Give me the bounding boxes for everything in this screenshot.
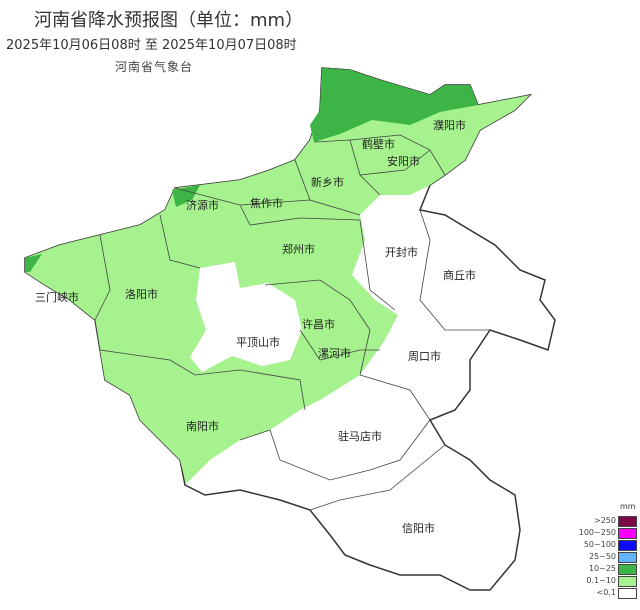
legend-label: 50~100 (583, 540, 616, 549)
legend-item: 25~50 (580, 552, 640, 563)
legend-item: 10~25 (580, 564, 640, 575)
no-rain-hole (190, 262, 302, 372)
city-label-kaifeng: 开封市 (385, 246, 418, 259)
legend-swatch (618, 528, 637, 539)
city-label-luoyang: 洛阳市 (125, 288, 158, 301)
city-label-anyang: 安阳市 (387, 155, 420, 168)
legend-swatch (618, 552, 637, 563)
legend-swatch (618, 564, 637, 575)
legend-swatch (618, 516, 637, 527)
legend-label: 10~25 (588, 564, 616, 573)
rain-area-light (25, 68, 530, 484)
city-label-jiyuan: 济源市 (186, 199, 219, 212)
city-label-xuchang: 许昌市 (302, 318, 335, 331)
rain-area-moderate (310, 68, 478, 142)
city-label-luohe: 漯河市 (318, 347, 351, 360)
rain-area-moderate (25, 254, 42, 272)
legend-label: 25~50 (588, 552, 616, 561)
legend-swatch (618, 540, 637, 551)
legend-item: 100~250 (578, 528, 640, 539)
legend-label: 100~250 (578, 528, 616, 537)
city-label-jiaozuo: 焦作市 (250, 197, 283, 210)
city-label-shangqiu: 商丘市 (443, 269, 476, 282)
legend-swatch (618, 576, 637, 587)
legend-item: <0.1 (580, 588, 640, 599)
legend-swatch (618, 588, 637, 599)
forecast-period: 2025年10月06日08时 至 2025年10月07日08时 (6, 38, 297, 53)
city-label-zhumadian: 驻马店市 (338, 430, 382, 443)
city-label-pingdingshan: 平顶山市 (236, 336, 280, 349)
city-boundaries (94, 134, 490, 511)
legend-item: 50~100 (580, 540, 640, 551)
city-label-xinxiang: 新乡市 (311, 176, 344, 189)
issuer: 河南省气象台 (115, 60, 194, 74)
legend-unit: mm (620, 502, 636, 511)
legend-label: 0.1~10 (586, 576, 616, 585)
rain-area-moderate (172, 185, 200, 207)
legend-label: <0.1 (596, 588, 616, 597)
city-label-xinyang: 信阳市 (402, 522, 435, 535)
city-label-sanmenxia: 三门峡市 (35, 291, 79, 304)
map-title: 河南省降水预报图（单位：mm） (34, 10, 304, 31)
legend-item: 0.1~10 (580, 576, 640, 587)
city-label-puyang: 濮阳市 (433, 119, 466, 132)
city-label-zhoukou: 周口市 (408, 350, 441, 363)
legend-label: >250 (594, 516, 616, 525)
city-label-hebi: 鹤壁市 (362, 138, 395, 151)
city-label-zhengzhou: 郑州市 (282, 243, 315, 256)
city-label-nanyang: 南阳市 (186, 420, 219, 433)
legend-item: >250 (580, 516, 640, 527)
